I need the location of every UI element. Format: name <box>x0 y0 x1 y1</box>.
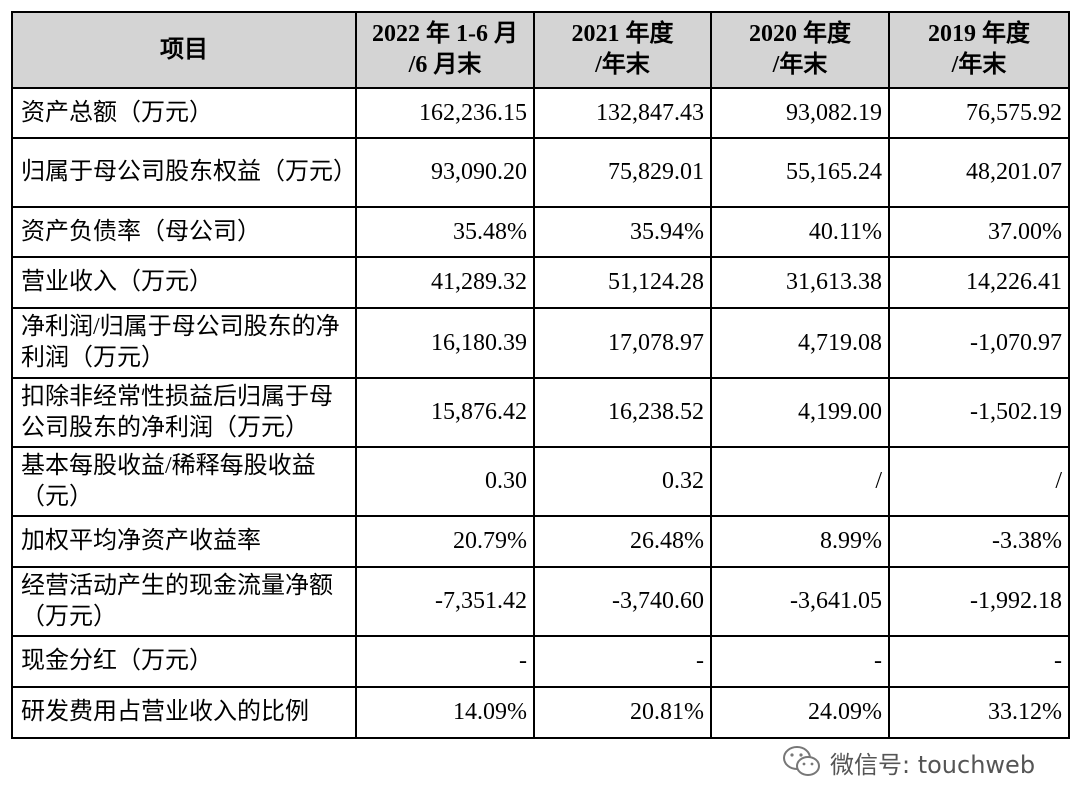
cell-value: -3,641.05 <box>710 566 890 637</box>
cell-value: 20.79% <box>355 515 535 568</box>
column-header: 2019 年度/年末 <box>888 11 1070 89</box>
header-line: /年末 <box>772 52 828 78</box>
cell-value: 14.09% <box>355 686 535 739</box>
cell-value: 33.12% <box>888 686 1070 739</box>
row-label: 归属于母公司股东权益（万元） <box>11 137 357 208</box>
header-line: 2020 年度 <box>749 21 851 47</box>
cell-value: 41,289.32 <box>355 256 535 309</box>
table-row: 营业收入（万元） 41,289.32 51,124.28 31,613.38 14,22… <box>11 256 1070 309</box>
table-row: 加权平均净资产收益率 20.79% 26.48% 8.99% -3.38% <box>11 515 1070 568</box>
header-line: 项目 <box>160 36 208 63</box>
cell-value: -3,740.60 <box>533 566 712 637</box>
cell-value: -7,351.42 <box>355 566 535 637</box>
row-label: 经营活动产生的现金流量净额（万元） <box>11 566 357 637</box>
cell-value: 31,613.38 <box>710 256 890 309</box>
table-row: 资产总额（万元） 162,236.15 132,847.43 93,082.19 76,… <box>11 87 1070 139</box>
cell-value: 162,236.15 <box>355 87 535 139</box>
cell-value: 40.11% <box>710 206 890 258</box>
cell-value: - <box>533 635 712 688</box>
cell-value: 4,719.08 <box>710 307 890 379</box>
cell-value: 4,199.00 <box>710 377 890 448</box>
cell-value: 93,090.20 <box>355 137 535 208</box>
wechat-icon <box>783 746 820 776</box>
cell-value: 16,238.52 <box>533 377 712 448</box>
header-row: 项目 2022 年 1-6 月/6 月末 2021 年度/年末 2020 年度/年末 2… <box>11 11 1070 89</box>
table-row: 经营活动产生的现金流量净额（万元） -7,351.42 -3,740.60 -3,64… <box>11 566 1070 637</box>
header-line: /年末 <box>595 52 650 78</box>
cell-value: 20.81% <box>533 686 712 739</box>
financial-table: 项目 2022 年 1-6 月/6 月末 2021 年度/年末 2020 年度/年末 2… <box>11 11 1070 739</box>
row-label: 研发费用占营业收入的比例 <box>11 686 357 739</box>
table-body: 资产总额（万元） 162,236.15 132,847.43 93,082.19 76,… <box>11 87 1070 739</box>
row-label: 加权平均净资产收益率 <box>11 515 357 568</box>
table-row: 基本每股收益/稀释每股收益（元） 0.30 0.32// <box>11 446 1070 517</box>
cell-value: -1,070.97 <box>888 307 1070 379</box>
table-row: 资产负债率（母公司） 35.48% 35.94% 40.11% 37.00% <box>11 206 1070 258</box>
header-line: 2022 年 1-6 月 <box>372 21 518 47</box>
column-header: 2020 年度/年末 <box>710 11 890 89</box>
cell-value: 0.30 <box>355 446 535 517</box>
cell-value: 35.94% <box>533 206 712 258</box>
cell-value: / <box>888 446 1070 517</box>
column-header: 2022 年 1-6 月/6 月末 <box>355 11 535 89</box>
row-label: 营业收入（万元） <box>11 256 357 309</box>
row-label: 资产负债率（母公司） <box>11 206 357 258</box>
cell-value: 17,078.97 <box>533 307 712 379</box>
table-row: 研发费用占营业收入的比例 14.09% 20.81% 24.09% 33.12% <box>11 686 1070 739</box>
table-row: 净利润/归属于母公司股东的净利润（万元） 16,180.39 17,078.97 4,… <box>11 307 1070 379</box>
row-label: 现金分红（万元） <box>11 635 357 688</box>
header-line: /年末 <box>951 52 1007 78</box>
cell-value: 55,165.24 <box>710 137 890 208</box>
row-label: 净利润/归属于母公司股东的净利润（万元） <box>11 307 357 379</box>
cell-value: 75,829.01 <box>533 137 712 208</box>
cell-value: 0.32 <box>533 446 712 517</box>
watermark: 微信号: touchweb <box>782 744 1035 780</box>
cell-value: 35.48% <box>355 206 535 258</box>
cell-value: 24.09% <box>710 686 890 739</box>
table-row: 现金分红（万元） - - - - <box>11 635 1070 688</box>
cell-value: 132,847.43 <box>533 87 712 139</box>
cell-value: 15,876.42 <box>355 377 535 448</box>
cell-value: - <box>888 635 1070 688</box>
column-header: 2021 年度/年末 <box>533 11 712 89</box>
cell-value: - <box>710 635 890 688</box>
table-row: 扣除非经常性损益后归属于母公司股东的净利润（万元） 15,876.42 16,238… <box>11 377 1070 448</box>
cell-value: 14,226.41 <box>888 256 1070 309</box>
cell-value: 51,124.28 <box>533 256 712 309</box>
cell-value: 8.99% <box>710 515 890 568</box>
column-header: 项目 <box>11 11 357 89</box>
header-line: /6 月末 <box>408 52 482 78</box>
table-row: 归属于母公司股东权益（万元） 93,090.20 75,829.01 55,165.2… <box>11 137 1070 208</box>
watermark-text: 微信号: touchweb <box>830 750 1036 779</box>
row-label: 扣除非经常性损益后归属于母公司股东的净利润（万元） <box>11 377 357 448</box>
cell-value: 76,575.92 <box>888 87 1070 139</box>
row-label: 基本每股收益/稀释每股收益（元） <box>11 446 357 517</box>
cell-value: -1,992.18 <box>888 566 1070 637</box>
row-label: 资产总额（万元） <box>11 87 357 139</box>
cell-value: 48,201.07 <box>888 137 1070 208</box>
cell-value: -1,502.19 <box>888 377 1070 448</box>
cell-value: - <box>355 635 535 688</box>
header-line: 2019 年度 <box>928 21 1030 47</box>
cell-value: 26.48% <box>533 515 712 568</box>
cell-value: 16,180.39 <box>355 307 535 379</box>
cell-value: / <box>710 446 890 517</box>
cell-value: 37.00% <box>888 206 1070 258</box>
header-line: 2021 年度 <box>571 21 674 47</box>
cell-value: 93,082.19 <box>710 87 890 139</box>
cell-value: -3.38% <box>888 515 1070 568</box>
